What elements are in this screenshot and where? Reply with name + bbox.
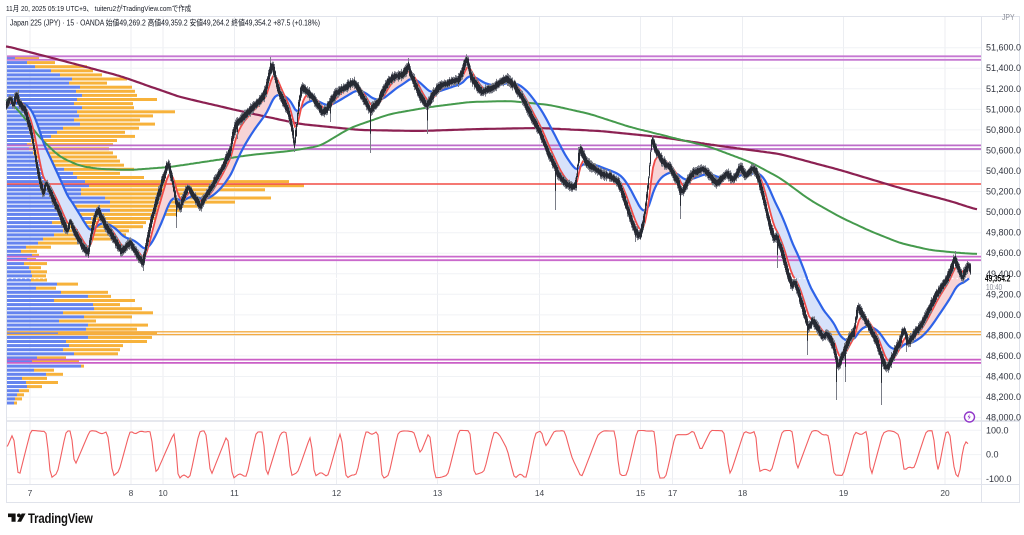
svg-text:14: 14 bbox=[535, 488, 545, 498]
svg-text:49,000.0: 49,000.0 bbox=[986, 310, 1021, 320]
svg-text:50,200.0: 50,200.0 bbox=[986, 187, 1021, 197]
svg-text:50,600.0: 50,600.0 bbox=[986, 145, 1021, 155]
svg-text:12: 12 bbox=[332, 488, 342, 498]
svg-text:Japan 225 (JPY) · 15 · OANDA: Japan 225 (JPY) · 15 · OANDA 始値49,269.2 … bbox=[10, 17, 320, 28]
svg-text:50,800.0: 50,800.0 bbox=[986, 125, 1021, 135]
svg-text:48,200.0: 48,200.0 bbox=[986, 392, 1021, 402]
svg-text:10: 10 bbox=[158, 488, 168, 498]
svg-text:49,800.0: 49,800.0 bbox=[986, 228, 1021, 238]
svg-text:51,400.0: 51,400.0 bbox=[986, 63, 1021, 73]
svg-text:10:40: 10:40 bbox=[986, 282, 1002, 292]
svg-text:0.0: 0.0 bbox=[986, 450, 999, 460]
svg-text:13: 13 bbox=[433, 488, 443, 498]
svg-text:48,400.0: 48,400.0 bbox=[986, 372, 1021, 382]
svg-text:15: 15 bbox=[636, 488, 646, 498]
svg-text:50,000.0: 50,000.0 bbox=[986, 207, 1021, 217]
svg-text:18: 18 bbox=[738, 488, 748, 498]
svg-text:49,600.0: 49,600.0 bbox=[986, 248, 1021, 258]
svg-text:100.0: 100.0 bbox=[986, 425, 1009, 435]
svg-text:7: 7 bbox=[28, 488, 33, 498]
svg-text:48,000.0: 48,000.0 bbox=[986, 413, 1021, 423]
svg-text:48,800.0: 48,800.0 bbox=[986, 330, 1021, 340]
svg-text:49,400.0: 49,400.0 bbox=[986, 269, 1021, 279]
svg-text:51,000.0: 51,000.0 bbox=[986, 104, 1021, 114]
svg-text:8: 8 bbox=[129, 488, 134, 498]
svg-text:19: 19 bbox=[839, 488, 849, 498]
svg-text:49,354.2: 49,354.2 bbox=[985, 273, 1011, 284]
svg-text:JPY: JPY bbox=[1002, 12, 1015, 22]
svg-text:50,400.0: 50,400.0 bbox=[986, 166, 1021, 176]
svg-text:TradingView: TradingView bbox=[28, 511, 93, 526]
svg-text:17: 17 bbox=[668, 488, 678, 498]
svg-text:20: 20 bbox=[940, 488, 950, 498]
svg-text:11: 11 bbox=[230, 488, 239, 498]
svg-text:48,600.0: 48,600.0 bbox=[986, 351, 1021, 361]
svg-text:11月 20, 2025 05:19 UTC+9、 tuit: 11月 20, 2025 05:19 UTC+9、 tuiteru2がTradi… bbox=[6, 3, 191, 13]
svg-text:-100.0: -100.0 bbox=[986, 474, 1012, 484]
svg-text:51,600.0: 51,600.0 bbox=[986, 43, 1021, 53]
svg-text:51,200.0: 51,200.0 bbox=[986, 84, 1021, 94]
svg-text:49,200.0: 49,200.0 bbox=[986, 289, 1021, 299]
